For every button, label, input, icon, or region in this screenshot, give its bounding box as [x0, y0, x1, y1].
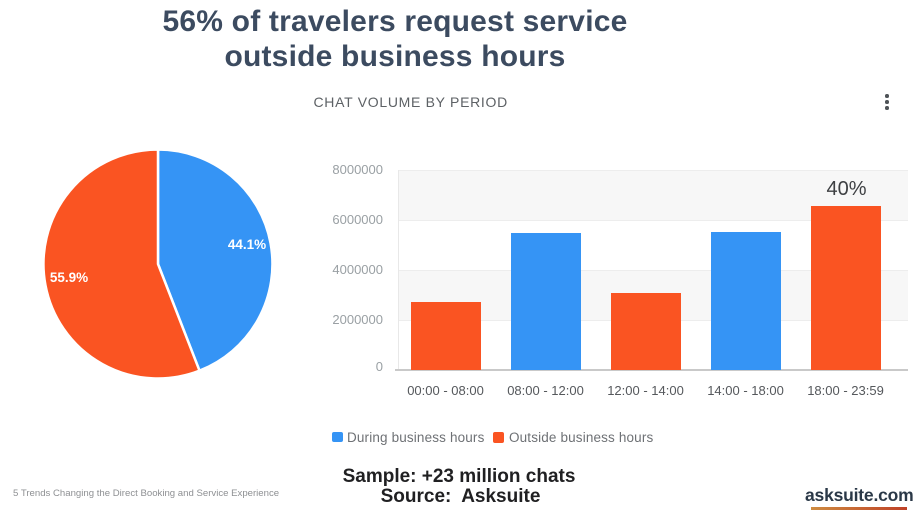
svg-text:55.9%: 55.9%: [49, 270, 87, 285]
svg-text:44.1%: 44.1%: [227, 237, 265, 252]
